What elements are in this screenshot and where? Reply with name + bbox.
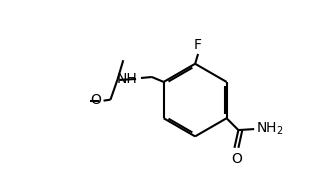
- Text: O: O: [231, 152, 242, 166]
- Text: O: O: [91, 93, 102, 107]
- Text: NH: NH: [116, 72, 137, 86]
- Text: F: F: [194, 38, 202, 52]
- Text: NH$_2$: NH$_2$: [256, 121, 284, 137]
